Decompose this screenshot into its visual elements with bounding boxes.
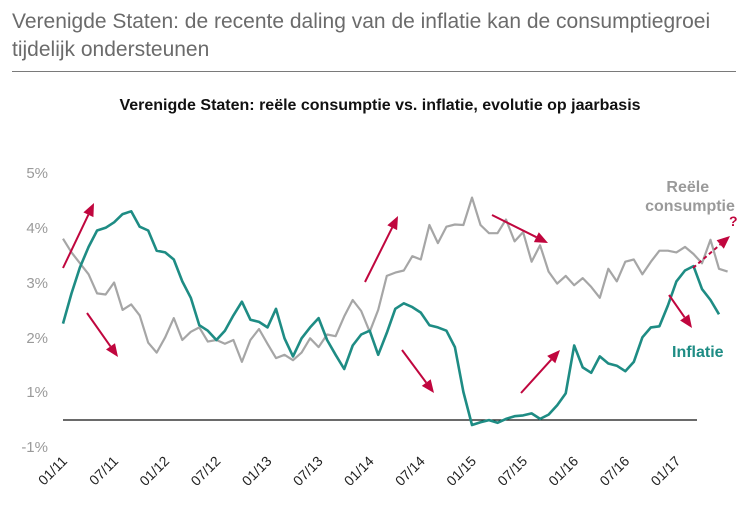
trend-arrow-shaft (364, 227, 394, 283)
x-tick-label: 01/17 (647, 453, 683, 489)
series-line (62, 196, 728, 363)
trend-arrow-head (680, 314, 692, 328)
trend-arrow-head (547, 350, 560, 364)
y-tick-label: 4% (26, 220, 48, 237)
y-tick-label: 5% (26, 165, 48, 182)
x-tick-label: 01/14 (341, 453, 377, 489)
trend-arrow-shaft (692, 243, 721, 269)
trend-arrow-shaft (668, 294, 686, 318)
trend-arrow-head (106, 343, 118, 357)
x-tick-label: 01/16 (545, 453, 581, 489)
y-axis-ticks: -1% 1% 2% 3% 4% 5% (21, 165, 48, 456)
uncertain-trend-mark: ? (729, 213, 738, 229)
x-axis-ticks: 01/11 07/11 01/12 07/12 01/13 07/13 01/14 07/14… (35, 453, 684, 489)
chart-title: Verenigde Staten: reële consumptie vs. i… (119, 97, 640, 114)
x-tick-label: 07/14 (392, 453, 428, 489)
trend-arrow-shaft (62, 214, 90, 269)
series-label-real-consumption: Reële consumptie (645, 179, 735, 215)
x-tick-label: 01/15 (443, 453, 479, 489)
trend-arrow-head (716, 236, 730, 249)
x-tick-label: 07/15 (494, 453, 530, 489)
trend-arrows (62, 203, 730, 394)
headline: Verenigde Staten: de recente daling van … (12, 10, 711, 61)
trend-arrow-shaft (520, 358, 553, 394)
trend-arrow-head (387, 216, 398, 231)
trend-arrow-head (421, 379, 434, 393)
y-tick-label: 3% (26, 275, 48, 292)
series-label-inflation: Inflatie (672, 344, 724, 361)
x-tick-label: 01/12 (136, 453, 172, 489)
x-tick-label: 07/11 (86, 453, 122, 489)
trend-arrow-shaft (86, 312, 112, 347)
x-tick-label: 07/12 (187, 453, 223, 489)
series-label-real-consumption-line1: Reële (666, 179, 709, 196)
trend-arrow-head (83, 203, 94, 218)
x-tick-label: 07/13 (290, 453, 326, 489)
series-line (61, 210, 721, 427)
trend-arrow-head (533, 232, 548, 243)
trend-arrow-shaft (491, 214, 537, 239)
x-tick-label: 01/13 (239, 453, 275, 489)
trend-arrow-shaft (401, 349, 428, 384)
x-tick-label: 01/11 (35, 453, 71, 489)
y-tick-label: 1% (26, 384, 48, 401)
y-tick-label: 2% (26, 330, 48, 347)
y-tick-label: -1% (21, 439, 48, 456)
headline-divider (12, 71, 736, 72)
series-label-real-consumption-line2: consumptie (645, 198, 735, 215)
series-lines (61, 196, 728, 427)
x-tick-label: 07/16 (596, 453, 632, 489)
